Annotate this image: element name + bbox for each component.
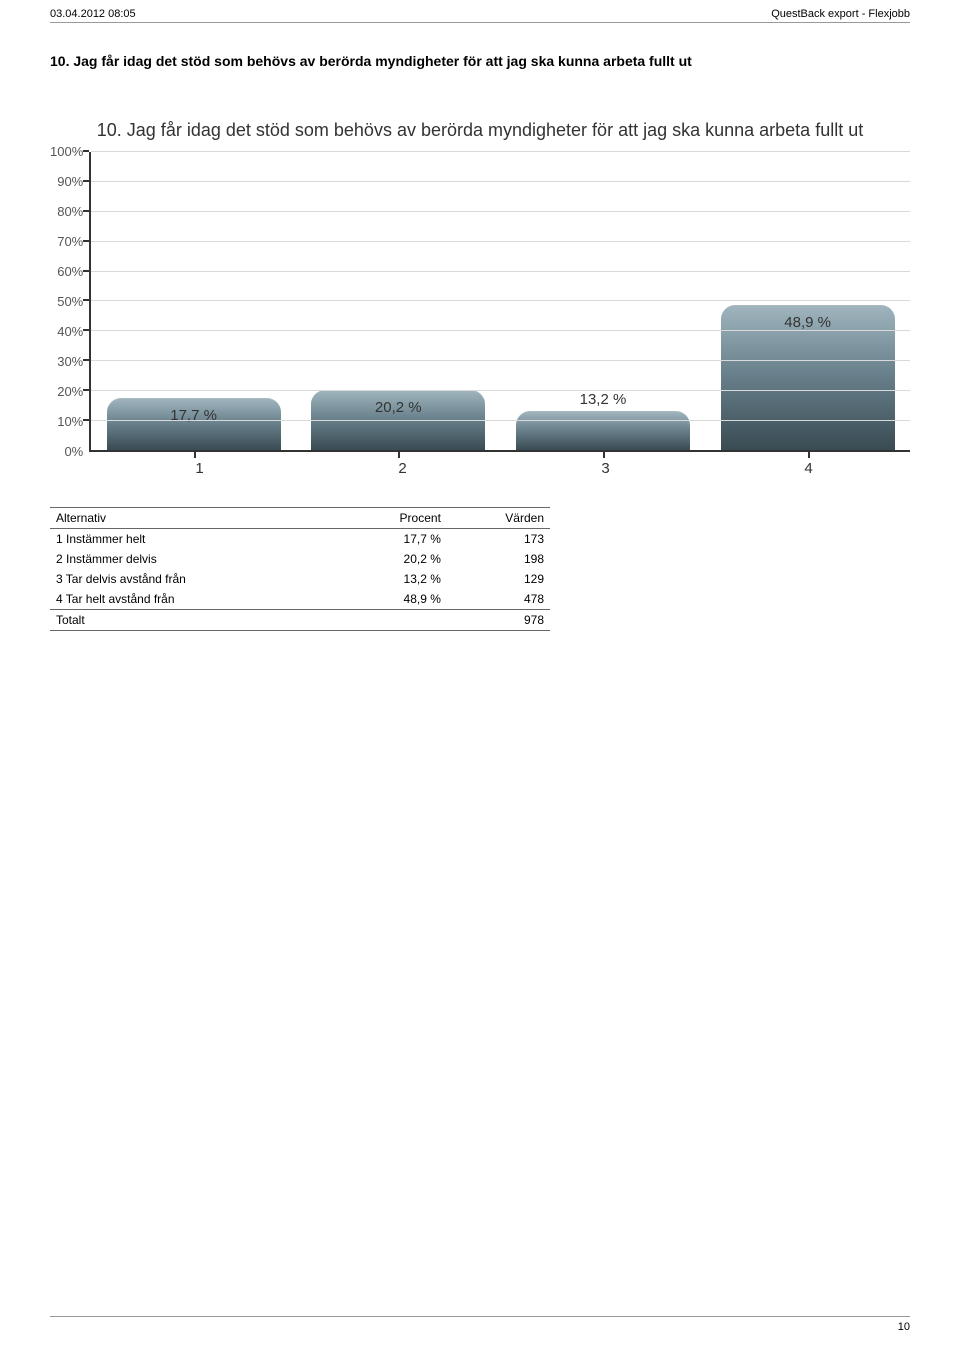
cell-label: 3 Tar delvis avstånd från — [50, 569, 338, 589]
plot-area: 17,7 % 20,2 % 13,2 % 48,9 % — [89, 152, 910, 452]
grid-line — [91, 241, 910, 242]
grid-line — [91, 390, 910, 391]
cell-procent: 13,2 % — [338, 569, 446, 589]
table-row: 3 Tar delvis avstånd från13,2 %129 — [50, 569, 550, 589]
cell-varden: 129 — [447, 569, 550, 589]
x-tick — [808, 452, 810, 458]
chart-title: 10. Jag får idag det stöd som behövs av … — [50, 119, 910, 142]
y-tick — [83, 240, 89, 242]
cell-varden: 478 — [447, 589, 550, 610]
grid-line — [91, 271, 910, 272]
table-row: 2 Instämmer delvis20,2 %198 — [50, 549, 550, 569]
y-tick — [83, 359, 89, 361]
y-tick — [83, 389, 89, 391]
bar-chart: 100%90%80%70%60%50%40%30%20%10%0% 17,7 %… — [50, 152, 910, 452]
cell-procent: 48,9 % — [338, 589, 446, 610]
x-tick — [603, 452, 605, 458]
bar-slot: 17,7 % — [91, 152, 296, 450]
cell-label: 2 Instämmer delvis — [50, 549, 338, 569]
cell-procent: 17,7 % — [338, 529, 446, 550]
data-table: Alternativ Procent Värden 1 Instämmer he… — [50, 507, 550, 631]
bar-value-label: 17,7 % — [170, 407, 217, 424]
bar-value-label: 13,2 % — [580, 391, 627, 408]
table-total-row: Totalt 978 — [50, 610, 550, 631]
grid-line — [91, 420, 910, 421]
bar: 13,2 % — [516, 411, 690, 450]
y-tick — [83, 419, 89, 421]
cell-label: 1 Instämmer helt — [50, 529, 338, 550]
header-divider — [50, 22, 910, 23]
grid-line — [91, 360, 910, 361]
question-heading: 10. Jag får idag det stöd som behövs av … — [50, 53, 910, 69]
cell-label: 4 Tar helt avstånd från — [50, 589, 338, 610]
cell-total-varden: 978 — [447, 610, 550, 631]
cell-total-procent — [338, 610, 446, 631]
x-tick-label: 2 — [301, 452, 504, 477]
question-number: 10. — [50, 53, 69, 69]
y-tick — [83, 299, 89, 301]
bar: 48,9 % — [721, 305, 895, 451]
footer-divider — [50, 1316, 910, 1317]
cell-total-label: Totalt — [50, 610, 338, 631]
grid-line — [91, 181, 910, 182]
export-label: QuestBack export - Flexjobb — [771, 8, 910, 20]
y-tick — [83, 150, 89, 152]
bar-slot: 13,2 % — [501, 152, 706, 450]
table-row: 4 Tar helt avstånd från48,9 %478 — [50, 589, 550, 610]
cell-varden: 198 — [447, 549, 550, 569]
col-varden: Värden — [447, 508, 550, 529]
cell-procent: 20,2 % — [338, 549, 446, 569]
bar-value-label: 48,9 % — [784, 314, 831, 331]
y-axis: 100%90%80%70%60%50%40%30%20%10%0% — [50, 152, 89, 452]
bar-slot: 48,9 % — [705, 152, 910, 450]
x-tick — [194, 452, 196, 458]
page-header: 03.04.2012 08:05 QuestBack export - Flex… — [50, 8, 910, 22]
bar-slot: 20,2 % — [296, 152, 501, 450]
y-tick — [83, 270, 89, 272]
grid-line — [91, 300, 910, 301]
bars-layer: 17,7 % 20,2 % 13,2 % 48,9 % — [91, 152, 910, 450]
grid-line — [91, 151, 910, 152]
col-alternativ: Alternativ — [50, 508, 338, 529]
table-row: 1 Instämmer helt17,7 %173 — [50, 529, 550, 550]
page-number: 10 — [50, 1321, 910, 1333]
x-tick-label: 1 — [98, 452, 301, 477]
y-tick — [83, 180, 89, 182]
x-axis: 1234 — [98, 452, 910, 477]
bar-value-label: 20,2 % — [375, 399, 422, 416]
x-tick — [398, 452, 400, 458]
cell-varden: 173 — [447, 529, 550, 550]
bar: 17,7 % — [107, 398, 281, 451]
timestamp: 03.04.2012 08:05 — [50, 8, 136, 20]
table-header-row: Alternativ Procent Värden — [50, 508, 550, 529]
x-tick-label: 3 — [504, 452, 707, 477]
col-procent: Procent — [338, 508, 446, 529]
y-tick — [83, 329, 89, 331]
page-footer: 10 — [50, 1316, 910, 1333]
question-text: Jag får idag det stöd som behövs av berö… — [73, 53, 691, 69]
grid-line — [91, 211, 910, 212]
y-tick — [83, 210, 89, 212]
chart-container: 10. Jag får idag det stöd som behövs av … — [50, 119, 910, 477]
grid-line — [91, 330, 910, 331]
